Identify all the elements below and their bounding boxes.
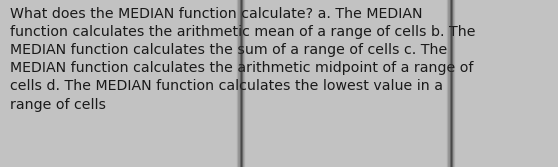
Text: What does the MEDIAN function calculate? a. The MEDIAN
function calculates the a: What does the MEDIAN function calculate?… [10,7,475,112]
